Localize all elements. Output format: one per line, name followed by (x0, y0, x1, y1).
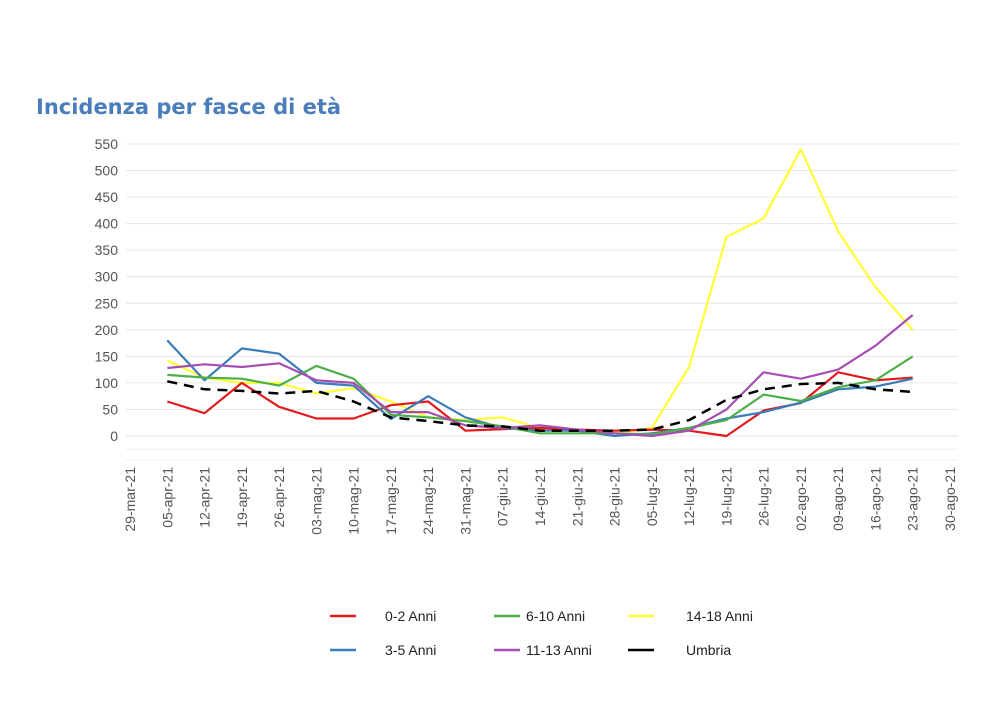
x-tick-label: 23-ago-21 (905, 467, 921, 531)
x-tick-label: 10-mag-21 (346, 467, 362, 535)
chart-title: Incidenza per fasce di età (36, 95, 342, 119)
y-tick-label: 450 (95, 189, 119, 205)
legend-label: 0-2 Anni (385, 608, 436, 624)
x-tick-label: 09-ago-21 (830, 467, 846, 531)
x-tick-label: 12-apr-21 (197, 467, 213, 528)
chart-series (166, 148, 914, 438)
x-tick-label: 02-ago-21 (793, 467, 809, 531)
y-tick-label: 500 (95, 163, 119, 179)
x-tick-label: 19-apr-21 (234, 467, 250, 528)
y-tick-label: 300 (95, 269, 119, 285)
x-tick-label: 14-giu-21 (532, 467, 548, 526)
chart-gridlines (126, 143, 958, 461)
x-tick-label: 16-ago-21 (867, 467, 883, 531)
x-tick-label: 31-mag-21 (457, 467, 473, 535)
chart-legend: 0-2 Anni 6-10 Anni 14-18 Anni 3-5 Anni 11-13… (330, 608, 753, 658)
legend-label: Umbria (686, 642, 731, 658)
y-tick-label: 400 (95, 216, 119, 232)
x-tick-label: 26-apr-21 (271, 467, 287, 528)
series-line-3-5-anni (166, 339, 913, 438)
y-tick-label: 50 (102, 401, 118, 417)
x-tick-label: 05-apr-21 (159, 467, 175, 528)
y-tick-label: 150 (95, 348, 119, 364)
x-tick-label: 24-mag-21 (420, 467, 436, 535)
series-line-14-18-anni (166, 148, 914, 435)
x-tick-label: 03-mag-21 (308, 467, 324, 535)
x-tick-label: 12-lug-21 (681, 467, 697, 526)
y-tick-label: 350 (95, 242, 119, 258)
x-tick-label: 28-giu-21 (607, 467, 623, 526)
x-tick-label: 07-giu-21 (495, 467, 511, 526)
series-line-umbria (167, 380, 913, 432)
x-tick-label: 05-lug-21 (644, 467, 660, 526)
y-tick-label: 0 (110, 428, 118, 444)
x-axis: 29-mar-21 05-apr-21 12-apr-21 19-apr-21 26-a… (122, 467, 958, 535)
series-line-11-13-anni (167, 314, 914, 438)
y-tick-label: 200 (95, 322, 119, 338)
legend-label: 14-18 Anni (686, 608, 753, 624)
legend-label: 3-5 Anni (385, 642, 436, 658)
x-tick-label: 29-mar-21 (122, 467, 138, 532)
x-tick-label: 19-lug-21 (718, 467, 734, 526)
y-tick-label: 550 (95, 136, 119, 152)
legend-label: 6-10 Anni (526, 608, 585, 624)
x-tick-label: 17-mag-21 (383, 467, 399, 535)
x-tick-label: 30-ago-21 (942, 467, 958, 531)
x-tick-label: 26-lug-21 (756, 467, 772, 526)
y-tick-label: 250 (95, 295, 119, 311)
series-line-6-10-anni (167, 355, 914, 436)
y-tick-label: 100 (95, 375, 119, 391)
y-axis: 0 50 100 150 200 250 300 350 400 450 500 550 (95, 136, 119, 444)
legend-label: 11-13 Anni (526, 642, 592, 658)
x-tick-label: 21-giu-21 (569, 467, 585, 526)
